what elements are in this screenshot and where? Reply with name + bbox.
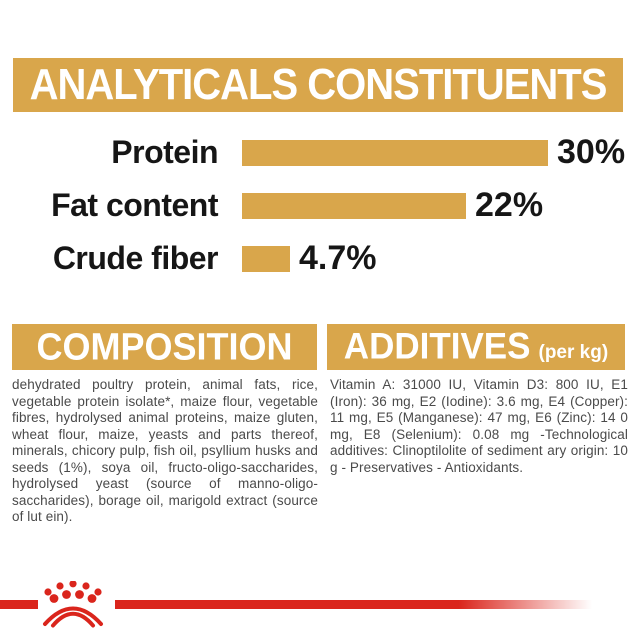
chart-category-label: Protein (111, 134, 218, 170)
additives-title: ADDITIVES (343, 326, 531, 367)
composition-banner: COMPOSITION (12, 324, 317, 370)
footer-line-main (115, 600, 592, 609)
chart-bar (242, 192, 466, 219)
additives-banner: ADDITIVES (per kg) (327, 324, 625, 370)
chart-row: Protein 30% (0, 126, 640, 179)
footer-line-left (0, 600, 38, 609)
additives-unit: (per kg) (538, 342, 609, 363)
chart-bar (242, 139, 548, 166)
royal-canin-crown-icon (43, 581, 103, 628)
chart-value-label: 30% (557, 133, 626, 171)
analytical-chart: Protein 30% Fat content 22% Crude fiber 4.7% (0, 126, 640, 285)
analytical-constituents-banner: ANALYTICALS CONSTITUENTS (13, 58, 623, 112)
additives-text: Vitamin A: 31000 IU, Vitamin D3: 800 IU,… (330, 377, 628, 475)
chart-row: Fat content 22% (0, 179, 640, 232)
chart-row: Crude fiber 4.7% (0, 232, 640, 285)
analytical-constituents-title: ANALYTICALS CONSTITUENTS (29, 60, 608, 109)
chart-category-label: Crude fiber (52, 240, 219, 276)
chart-category-label: Fat content (51, 187, 218, 223)
chart-bar (242, 245, 290, 272)
composition-title: COMPOSITION (36, 324, 293, 368)
chart-value-label: 4.7% (299, 239, 377, 277)
composition-text: dehydrated poultry protein, animal fats,… (12, 377, 318, 524)
chart-value-label: 22% (475, 186, 544, 224)
